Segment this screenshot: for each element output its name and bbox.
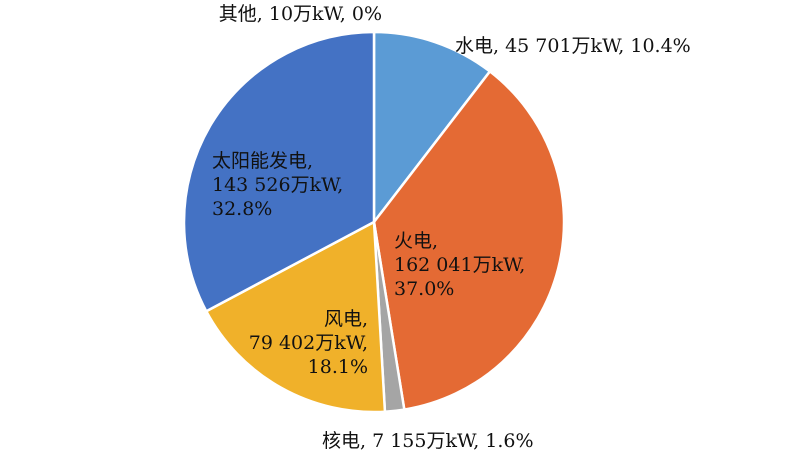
- pie-slices: [182, 30, 566, 414]
- slice-label-1: 水电, 45 701万kW, 10.4%: [455, 35, 691, 57]
- pie-labels: 其他, 10万kW, 0% 水电, 45 701万kW, 10.4% 火电, 162 …: [212, 3, 691, 452]
- slice-label-line: 143 526万kW,: [212, 174, 343, 196]
- slice-label-line: 其他, 10万kW, 0%: [219, 3, 382, 25]
- pie-slice-4: [205, 220, 387, 414]
- pie-slice-1: [372, 30, 492, 224]
- pie-slice-2: [372, 70, 566, 411]
- slice-label-line: 162 041万kW,: [394, 254, 525, 276]
- slice-label-line: 太阳能发电,: [212, 150, 313, 172]
- slice-label-line: 风电,: [324, 308, 368, 330]
- slice-label-line: 32.8%: [212, 198, 272, 220]
- slice-label-0: 其他, 10万kW, 0%: [219, 3, 382, 25]
- slice-label-line: 火电,: [394, 230, 438, 252]
- slice-label-line: 37.0%: [394, 278, 454, 300]
- slice-label-line: 79 402万kW,: [249, 332, 368, 354]
- slice-label-3: 核电, 7 155万kW, 1.6%: [322, 430, 534, 452]
- slice-label-line: 核电, 7 155万kW, 1.6%: [322, 430, 534, 452]
- slice-label-line: 水电, 45 701万kW, 10.4%: [455, 35, 691, 57]
- slice-label-line: 18.1%: [308, 356, 368, 378]
- slice-label-4: 风电, 79 402万kW, 18.1%: [249, 308, 368, 378]
- slice-label-2: 火电, 162 041万kW, 37.0%: [394, 230, 525, 300]
- slice-label-5: 太阳能发电, 143 526万kW, 32.8%: [212, 150, 343, 220]
- pie-slice-5: [182, 30, 376, 313]
